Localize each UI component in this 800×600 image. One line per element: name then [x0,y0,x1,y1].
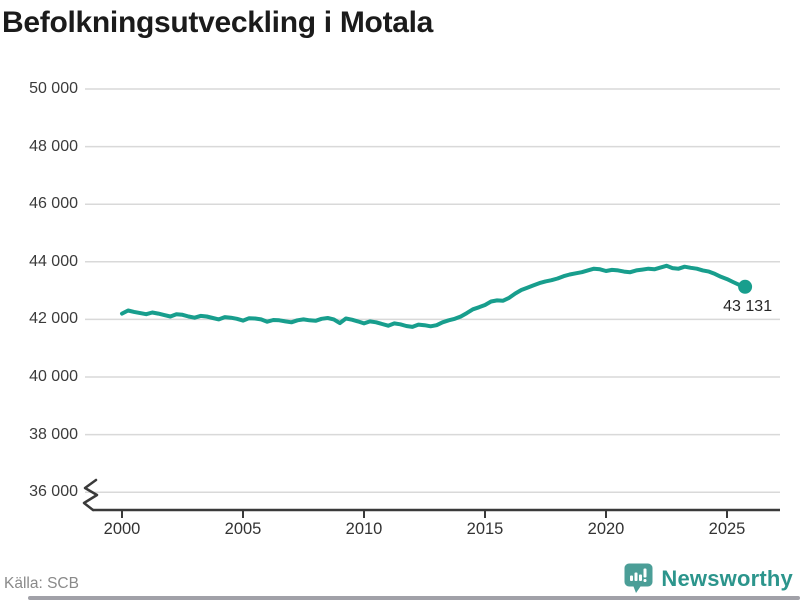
y-axis-tick-label: 44 000 [29,252,78,270]
gridlines [85,88,780,493]
y-axis-tick-label: 46 000 [29,195,78,213]
y-axis-tick-label: 48 000 [29,137,78,155]
y-axis-tick-label: 42 000 [29,310,78,328]
horizontal-scrollbar[interactable] [28,596,800,600]
y-axis-tick-label: 38 000 [29,425,78,443]
newsworthy-logo[interactable]: Newsworthy [624,563,793,594]
x-axis-tick-label: 2005 [224,520,262,538]
axis-break-icon [82,478,99,512]
population-line [120,263,748,329]
x-axis-tick-label: 2015 [466,520,504,538]
y-axis-tick-label: 50 000 [29,80,78,97]
x-axis-tick-label: 2020 [587,520,625,538]
y-axis-tick-label: 40 000 [29,368,78,385]
bar-chart-glyph [630,568,647,582]
last-point-marker [738,279,753,294]
newsworthy-logo-icon [624,563,653,593]
end-value-label: 43 131 [723,297,773,315]
chart-title: Befolkningsutveckling i Motala [2,6,434,39]
y-axis-tick-label: 36 000 [29,483,78,501]
x-axis-tick-label: 2010 [345,520,383,538]
x-axis [93,508,780,518]
source-caption: Källa: SCB [4,575,79,592]
newsworthy-wordmark: Newsworthy [661,565,793,591]
x-axis-tick-label: 2025 [708,520,746,538]
x-axis-tick-label: 2000 [103,520,141,538]
